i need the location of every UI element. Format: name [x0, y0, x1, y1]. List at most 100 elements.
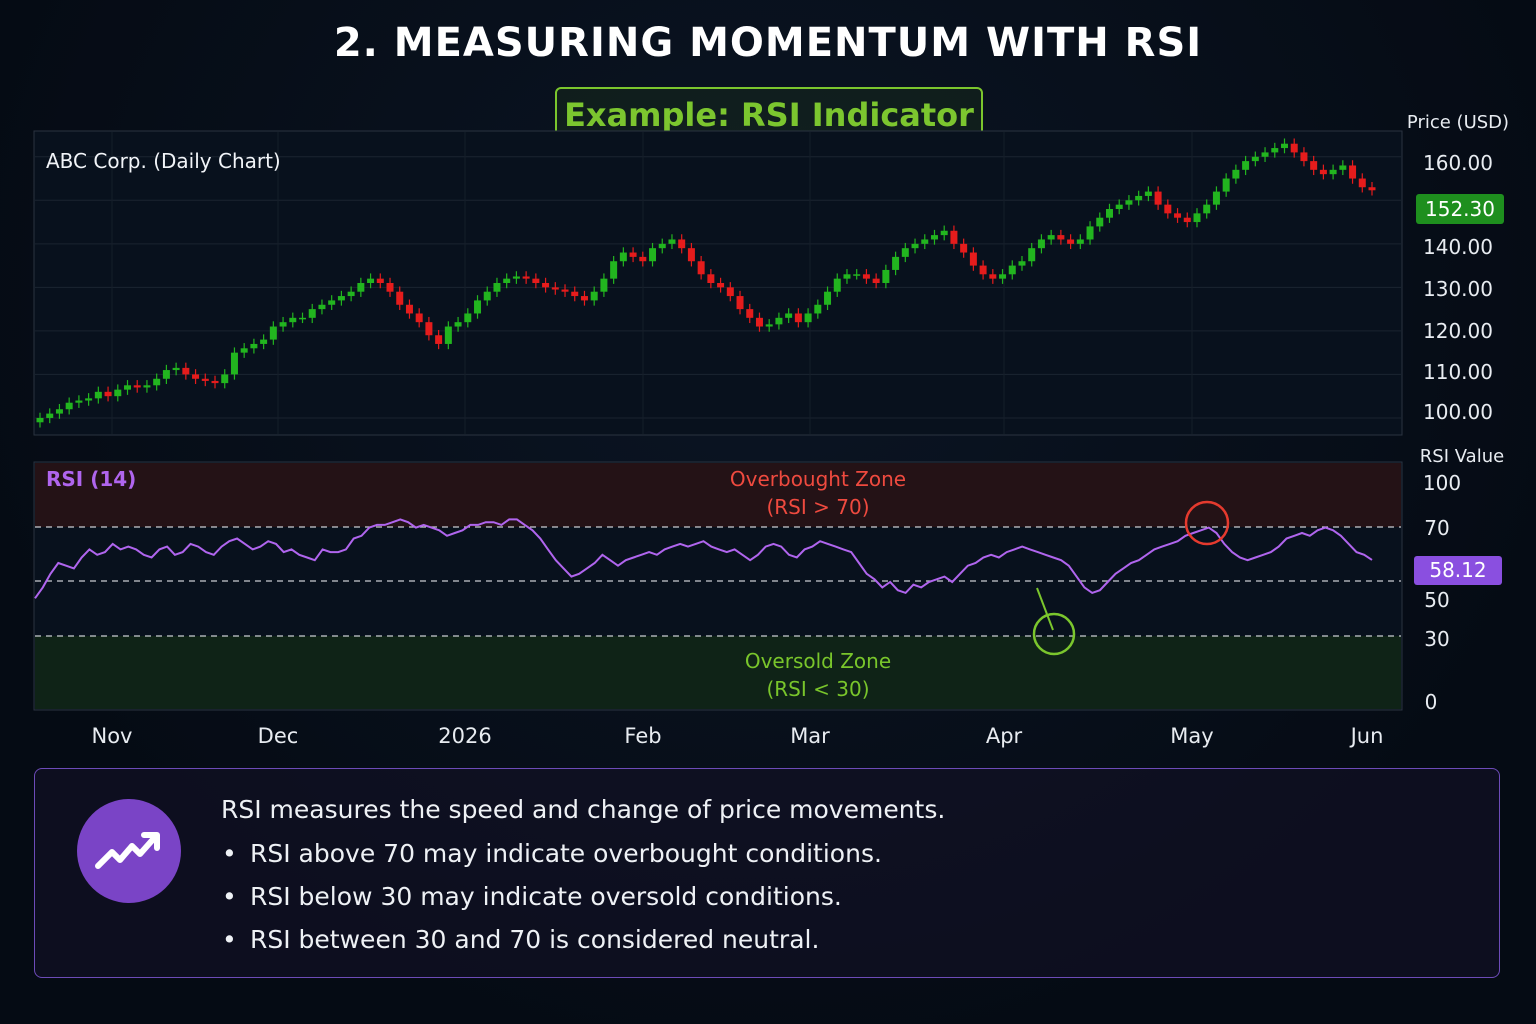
overbought-condition: (RSI > 70) [766, 495, 869, 519]
candle-up [1251, 156, 1259, 162]
candle-up [600, 278, 608, 292]
candle-down [862, 274, 870, 279]
candle-up [930, 235, 938, 240]
candle-down [989, 274, 997, 279]
candle-down [736, 296, 744, 310]
candle-down [415, 313, 423, 323]
candle-up [124, 385, 132, 390]
candle-down [211, 380, 219, 384]
candle-up [328, 300, 336, 305]
candle-up [853, 274, 861, 276]
info-bullets: • RSI above 70 may indicate overbought co… [222, 838, 882, 967]
candle-up [172, 367, 180, 371]
x-label: 2026 [438, 724, 491, 748]
rsi-value-badge [1414, 556, 1502, 585]
candle-up [1212, 191, 1220, 205]
candle-down [104, 391, 112, 397]
candle-up [1125, 200, 1133, 205]
price-tick: 130.00 [1423, 277, 1493, 301]
candle-up [1339, 165, 1347, 170]
candle-up [921, 239, 929, 244]
info-bullet: • RSI below 30 may indicate oversold cond… [222, 882, 842, 911]
x-label: May [1170, 724, 1213, 748]
candle-up [337, 296, 345, 301]
candle-up [493, 283, 501, 292]
x-label: Nov [92, 724, 133, 748]
candle-down [522, 276, 530, 279]
trending-up-icon [77, 799, 181, 903]
candle-up [444, 326, 452, 344]
candle-up [289, 317, 297, 323]
candle-up [911, 243, 919, 249]
candle-down [133, 385, 141, 388]
rsi-tick: 100 [1423, 471, 1461, 495]
candle-down [580, 296, 588, 301]
candle-up [765, 324, 773, 327]
candle-up [347, 291, 355, 297]
x-label: Jun [1349, 724, 1384, 748]
price-chart-title: ABC Corp. (Daily Chart) [46, 149, 281, 173]
candle-up [503, 278, 511, 283]
candle-down [1174, 213, 1182, 218]
candle-up [1144, 191, 1152, 196]
candle-up [1280, 143, 1288, 149]
info-bullet-text: RSI between 30 and 70 is considered neut… [250, 925, 820, 954]
price-tick: 140.00 [1423, 235, 1493, 259]
candle-down [561, 289, 569, 292]
price-tick: 120.00 [1423, 319, 1493, 343]
candle-down [1310, 161, 1318, 170]
candle-down [979, 265, 987, 275]
candle-down [687, 248, 695, 262]
candle-up [1105, 209, 1113, 218]
info-bullet-text: RSI above 70 may indicate overbought con… [250, 839, 882, 868]
price-tick: 110.00 [1423, 360, 1493, 384]
candle-up [1086, 226, 1094, 240]
info-bullet: • RSI above 70 may indicate overbought co… [222, 839, 882, 868]
oversold-highlight-circle [1032, 612, 1076, 656]
candle-up [474, 300, 482, 314]
candle-down [678, 239, 686, 249]
candle-down [1349, 165, 1357, 179]
x-label: Mar [790, 724, 830, 748]
candle-down [1154, 191, 1162, 205]
candle-up [483, 291, 491, 301]
candle-up [824, 291, 832, 305]
candle-down [1300, 152, 1308, 162]
candle-up [46, 413, 54, 418]
x-axis-labels: Nov Dec 2026 Feb Mar Apr May Jun [92, 724, 1384, 748]
candle-down [192, 374, 200, 379]
info-bullet-text: RSI below 30 may indicate oversold condi… [250, 882, 842, 911]
candle-up [1037, 239, 1045, 249]
candle-down [629, 252, 637, 257]
candle-up [1271, 148, 1279, 153]
candle-up [65, 402, 73, 410]
candle-up [55, 409, 63, 414]
candle-up [1222, 178, 1230, 192]
candle-up [1047, 235, 1055, 240]
candle-up [901, 248, 909, 257]
info-lead-text: RSI measures the speed and change of pri… [221, 795, 946, 824]
oversold-zone [35, 636, 1401, 709]
x-label: Dec [258, 724, 299, 748]
candle-up [843, 274, 851, 279]
x-label: Feb [624, 724, 661, 748]
candle-down [746, 309, 754, 318]
rsi-tick: 0 [1425, 690, 1438, 714]
candle-down [1164, 204, 1172, 214]
price-tick: 100.00 [1423, 400, 1493, 424]
price-gridlines [35, 132, 1401, 434]
candle-down [697, 261, 705, 275]
overbought-highlight-circle [1184, 500, 1230, 546]
candle-up [1028, 248, 1036, 262]
candle-down [969, 252, 977, 266]
candle-down [405, 304, 413, 314]
candle-up [590, 291, 598, 301]
candle-down [396, 291, 404, 305]
candle-up [1232, 169, 1240, 179]
candle-up [882, 269, 890, 283]
candle-up [1329, 169, 1337, 175]
candle-up [260, 339, 268, 344]
oversold-label: Oversold Zone [745, 649, 891, 673]
candle-down [726, 287, 734, 297]
candle-up [153, 378, 161, 386]
